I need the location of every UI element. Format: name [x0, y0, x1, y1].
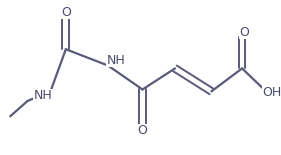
Text: NH: NH [33, 89, 52, 102]
Text: NH: NH [106, 54, 125, 67]
Text: OH: OH [262, 86, 281, 99]
Text: O: O [137, 124, 148, 137]
Text: O: O [61, 6, 71, 19]
Text: O: O [239, 26, 249, 38]
